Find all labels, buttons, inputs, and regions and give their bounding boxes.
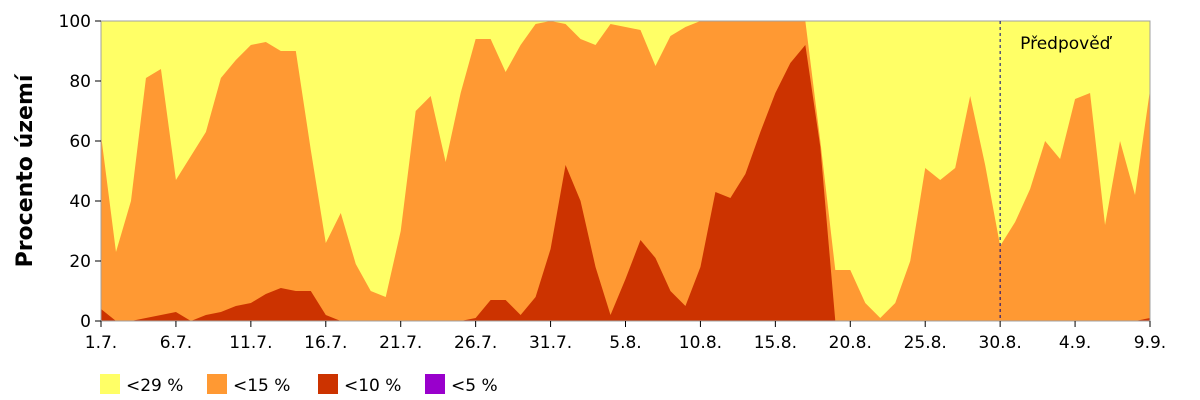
plot-areas [101,21,1150,321]
x-tick-label: 31.7. [529,333,572,353]
legend: <29 % <15 % <10 % <5 % [100,374,498,396]
x-tick-label: 15.8. [754,333,797,353]
legend-swatch [100,374,120,394]
y-axis: 0 20 40 60 80 100 [59,12,101,332]
y-tick-label: 40 [69,192,91,212]
y-tick-label: 20 [69,252,91,272]
legend-label: <29 % [126,376,183,396]
x-tick-label: 10.8. [679,333,722,353]
legend-label: <10 % [344,376,401,396]
x-tick-label: 25.8. [904,333,947,353]
legend-label: <15 % [233,376,290,396]
x-tick-label: 9.9. [1134,333,1166,353]
y-tick-label: 60 [69,132,91,152]
x-tick-label: 4.9. [1059,333,1091,353]
y-axis-label: Procento území [13,73,38,267]
x-tick-label: 20.8. [829,333,872,353]
legend-swatch [318,374,338,394]
x-tick-label: 5.8. [609,333,641,353]
x-axis: 1.7. 6.7. 11.7. 16.7. 21.7. 26.7. 31.7. 5.8. 10.… [85,321,1166,353]
legend-label: <5 % [451,376,498,396]
x-tick-label: 26.7. [454,333,497,353]
area-series-2 [101,21,1150,321]
x-tick-label: 6.7. [160,333,192,353]
x-tick-label: 21.7. [379,333,422,353]
x-tick-label: 11.7. [229,333,272,353]
forecast-label: Předpověď [1020,34,1113,54]
forecast-marker: Předpověď [999,21,1113,321]
y-tick-label: 100 [59,12,91,32]
legend-swatch [207,374,227,394]
x-tick-label: 1.7. [85,333,117,353]
x-tick-label: 16.7. [304,333,347,353]
legend-swatch [425,374,445,394]
x-tick-label: 30.8. [979,333,1022,353]
y-tick-label: 80 [69,72,91,92]
y-tick-label: 0 [80,312,91,332]
